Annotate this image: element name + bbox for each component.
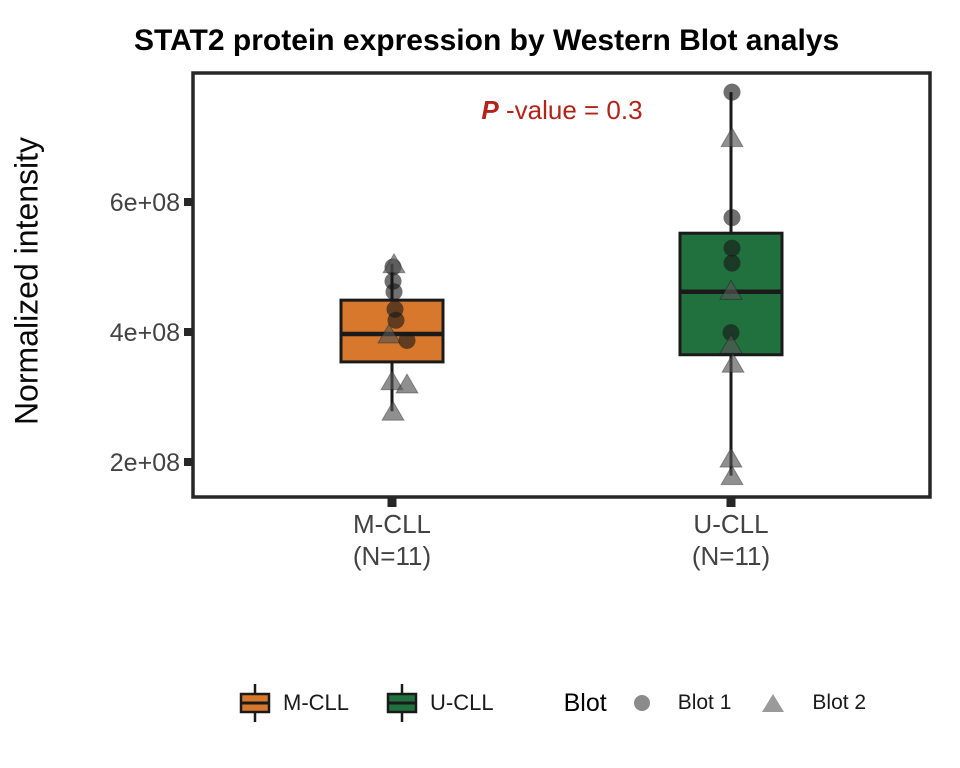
x-axis-label: (N=11)	[692, 541, 770, 571]
x-tick-mark	[387, 498, 397, 507]
x-axis-label: U-CLL	[693, 509, 768, 539]
p-value-annotation: P -value = 0.3	[481, 95, 642, 125]
blot2-triangle-icon	[762, 694, 785, 712]
x-axis-label: M-CLL	[353, 509, 431, 539]
legend-label-u-cll: U-CLL	[430, 690, 494, 715]
data-point-circle	[723, 239, 741, 257]
data-point-circle	[722, 324, 740, 342]
x-tick-mark	[726, 498, 736, 507]
data-point-circle	[387, 311, 405, 329]
legend-label-m-cll: M-CLL	[283, 690, 350, 715]
data-point-triangle	[720, 126, 744, 148]
legend-label-blot-1: Blot 1	[677, 691, 732, 714]
legend-title-blot: Blot	[563, 688, 607, 717]
legend-item-blot-1: Blot 1	[633, 691, 732, 715]
data-point-triangle	[377, 322, 401, 344]
data-point-triangle	[381, 400, 405, 421]
data-point-circle	[723, 254, 741, 272]
chart-title: STAT2 protein expression by Western Blot…	[134, 24, 840, 57]
blot1-circle-icon	[633, 695, 650, 711]
data-point-triangle	[721, 352, 745, 373]
data-point-circle	[385, 283, 403, 301]
y-tick-mark	[184, 198, 193, 206]
data-point-triangle	[719, 333, 743, 354]
data-point-circle	[723, 83, 741, 101]
data-point-triangle	[380, 369, 404, 391]
legend-label-blot-2: Blot 2	[812, 691, 867, 714]
boxplot-key-m-cll-icon	[239, 684, 271, 722]
data-point-triangle	[395, 373, 419, 394]
y-tick-label: 4e+08	[110, 319, 180, 347]
legend: M-CLL U-CLL Blot Blot 1 Blot 2	[238, 680, 866, 726]
legend-item-u-cll: U-CLL	[385, 682, 494, 724]
y-tick-label: 6e+08	[110, 189, 180, 217]
panel-border	[191, 71, 932, 499]
boxplot-key-u-cll-icon	[386, 684, 418, 722]
data-point-triangle	[720, 464, 744, 486]
data-point-triangle	[719, 447, 743, 468]
y-tick-mark	[184, 458, 193, 466]
data-point-triangle	[719, 279, 743, 300]
data-point-triangle	[382, 252, 406, 274]
y-tick-mark	[184, 328, 193, 336]
legend-item-blot-2: Blot 2	[761, 691, 866, 715]
data-point-circle	[398, 331, 416, 349]
data-point-circle	[723, 209, 741, 227]
y-tick-label: 2e+08	[110, 449, 180, 477]
x-axis-label: (N=11)	[353, 541, 431, 571]
legend-item-m-cll: M-CLL	[238, 682, 349, 724]
